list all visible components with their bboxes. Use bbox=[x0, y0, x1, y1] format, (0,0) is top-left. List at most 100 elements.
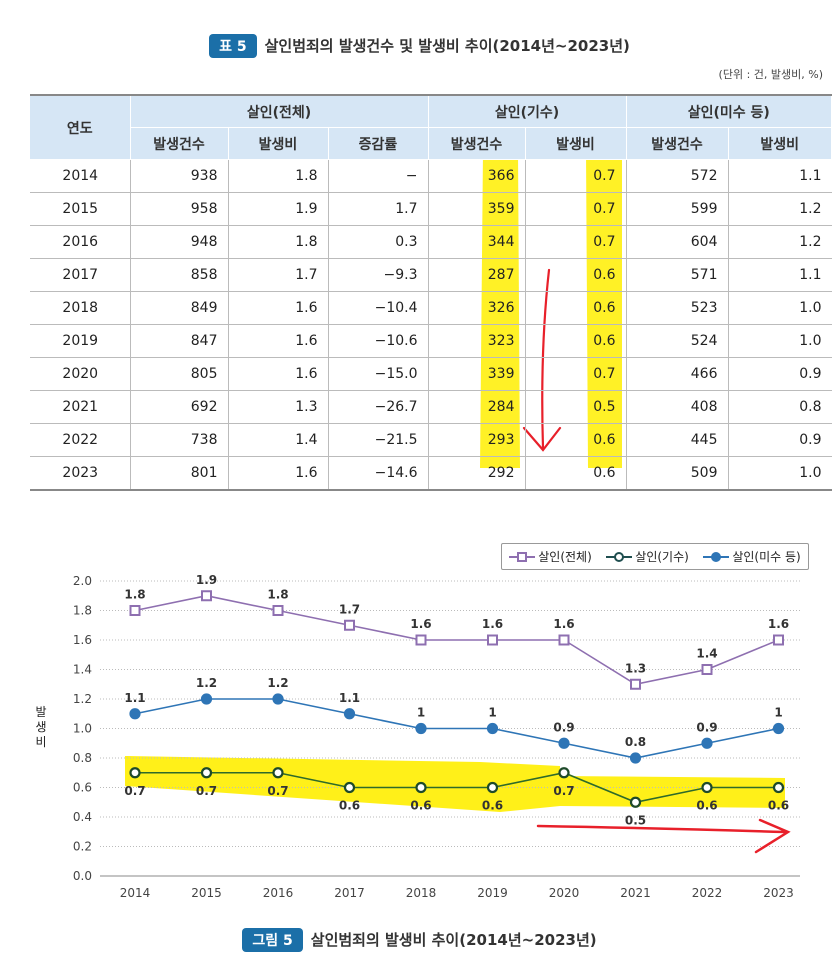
data-label: 0.7 bbox=[124, 784, 145, 798]
table-cell: 2023 bbox=[30, 456, 130, 491]
legend-label: 살인(미수 등) bbox=[732, 550, 801, 564]
header-sub: 발생비 bbox=[524, 127, 627, 160]
y-tick-label: 0.0 bbox=[73, 869, 92, 883]
data-point bbox=[701, 664, 713, 675]
table-cell: 1.3 bbox=[227, 390, 328, 424]
table-cell: 287 bbox=[427, 258, 525, 292]
data-point bbox=[630, 678, 641, 690]
data-point bbox=[629, 752, 642, 764]
data-point bbox=[272, 767, 284, 779]
table-cell: 1.0 bbox=[727, 456, 832, 491]
data-point bbox=[344, 619, 355, 631]
table-row: 2022 738 1.4 −21.5 293 0.6 445 0.9 bbox=[30, 423, 832, 457]
table-cell: 0.7 bbox=[524, 192, 626, 226]
header-sub: 발생비 bbox=[727, 127, 832, 160]
table-cell: 445 bbox=[625, 423, 728, 457]
x-tick-label: 2019 bbox=[477, 886, 508, 900]
table-cell: 571 bbox=[625, 258, 728, 292]
data-label: 0.6 bbox=[696, 799, 717, 813]
x-tick-label: 2021 bbox=[620, 886, 651, 900]
table-title-text: 살인범죄의 발생건수 및 발생비 추이(2014년~2023년) bbox=[264, 37, 630, 55]
data-point bbox=[701, 737, 713, 749]
annotation-arrow bbox=[536, 818, 791, 854]
table-cell: 0.7 bbox=[524, 225, 626, 259]
table-cell: 1.2 bbox=[727, 225, 832, 259]
table-cell: 0.3 bbox=[327, 225, 428, 259]
table-cell: 2017 bbox=[30, 258, 130, 292]
y-tick-label: 2.0 bbox=[73, 574, 92, 588]
data-label: 0.7 bbox=[196, 784, 217, 798]
x-tick-label: 2014 bbox=[120, 886, 151, 900]
table-cell: 408 bbox=[625, 390, 728, 424]
table-cell: 2014 bbox=[30, 159, 130, 193]
data-label: 1.7 bbox=[339, 602, 360, 616]
data-label: 1.3 bbox=[625, 661, 646, 675]
table-cell: 323 bbox=[427, 324, 525, 358]
series-line bbox=[135, 771, 779, 804]
data-point bbox=[558, 737, 570, 749]
data-point bbox=[272, 693, 284, 705]
series-line bbox=[134, 698, 779, 759]
table-cell: 326 bbox=[427, 291, 525, 325]
data-label: 1.1 bbox=[339, 691, 360, 705]
table-cell: 1.1 bbox=[727, 159, 832, 193]
figure-caption-text: 살인범죄의 발생비 추이(2014년~2023년) bbox=[310, 931, 597, 949]
table-row: 2014 938 1.8−366 0.7 572 1.1 bbox=[30, 159, 832, 193]
data-label: 0.6 bbox=[339, 799, 360, 813]
table-cell: 524 bbox=[625, 324, 728, 358]
data-label: 1.1 bbox=[124, 691, 145, 705]
data-label: 0.6 bbox=[482, 799, 503, 813]
table-cell: 1.0 bbox=[727, 324, 832, 358]
table-cell: 2021 bbox=[30, 390, 130, 424]
table-cell: 2020 bbox=[30, 357, 130, 391]
data-point bbox=[773, 634, 784, 646]
highlight-marker bbox=[125, 756, 785, 812]
table-cell: 692 bbox=[129, 390, 228, 424]
table-cell: −26.7 bbox=[327, 390, 428, 424]
legend-item: 살인(전체) bbox=[509, 548, 592, 565]
table-cell: 1.8 bbox=[227, 159, 328, 193]
data-label: 1.2 bbox=[267, 676, 288, 690]
data-point bbox=[129, 708, 141, 720]
table-cell: 938 bbox=[129, 159, 228, 193]
data-point bbox=[415, 781, 427, 794]
table-cell: 359 bbox=[427, 192, 525, 226]
y-tick-label: 0.8 bbox=[73, 751, 92, 765]
legend-marker-icon bbox=[509, 551, 536, 562]
table-cell: 1.7 bbox=[327, 192, 428, 226]
y-tick-label: 0.2 bbox=[73, 840, 92, 854]
table-cell: 0.7 bbox=[524, 159, 626, 193]
data-label: 0.6 bbox=[768, 799, 789, 813]
data-point bbox=[129, 767, 141, 779]
data-label: 1 bbox=[774, 706, 782, 720]
data-point bbox=[558, 767, 570, 779]
legend-item: 살인(기수) bbox=[606, 548, 689, 565]
table-row: 2021 692 1.3 −26.7 284 0.5 408 0.8 bbox=[30, 390, 832, 424]
table-cell: −21.5 bbox=[327, 423, 428, 457]
data-label: 1.6 bbox=[482, 617, 503, 631]
data-point bbox=[343, 708, 356, 720]
x-tick-label: 2018 bbox=[406, 886, 437, 900]
y-tick-label: 1.4 bbox=[73, 663, 92, 677]
data-label: 1.2 bbox=[196, 676, 217, 690]
table-cell: 0.6 bbox=[524, 324, 626, 358]
header-group: 살인(미수 등) bbox=[625, 94, 832, 128]
table-badge: 표 5 bbox=[209, 34, 257, 58]
table-cell: 849 bbox=[129, 291, 228, 325]
table-cell: −9.3 bbox=[327, 258, 428, 292]
table-cell: 0.6 bbox=[524, 423, 626, 457]
data-point bbox=[558, 634, 570, 646]
table-cell: 0.6 bbox=[524, 456, 626, 491]
table-row: 2023 801 1.6 −14.6 292 0.6 509 1.0 bbox=[30, 456, 832, 491]
y-tick-label: 1.0 bbox=[73, 722, 92, 736]
table-cell: 738 bbox=[129, 423, 228, 457]
series-line bbox=[134, 594, 779, 686]
table-cell: 2015 bbox=[30, 192, 130, 226]
data-point bbox=[129, 605, 141, 616]
chart-legend: 살인(전체) 살인(기수) 살인(미수 등) bbox=[501, 543, 809, 570]
x-tick-label: 2015 bbox=[191, 886, 222, 900]
header-sub: 발생건수 bbox=[625, 127, 729, 160]
table-row: 2019 847 1.6 −10.6 323 0.6 524 1.0 bbox=[30, 324, 832, 358]
data-point bbox=[772, 781, 785, 794]
table-cell: 2019 bbox=[30, 324, 130, 358]
